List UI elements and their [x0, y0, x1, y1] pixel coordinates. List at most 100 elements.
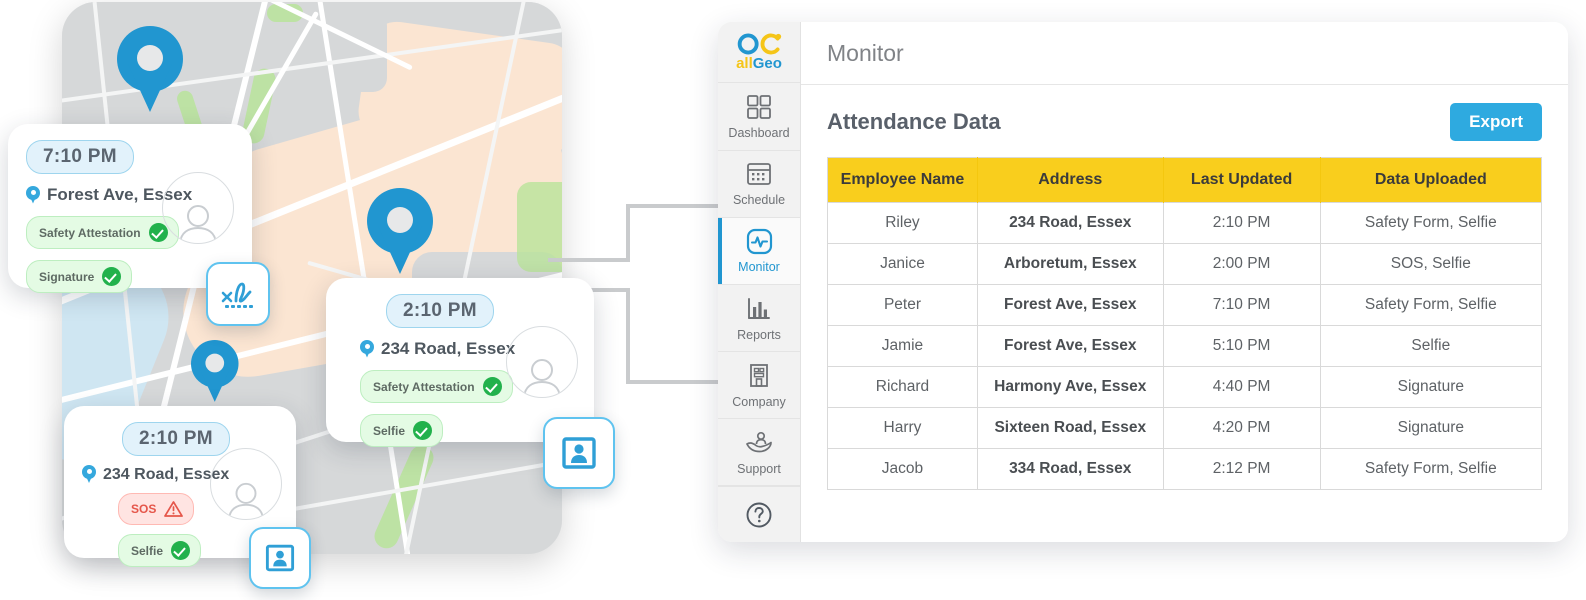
sidebar-item-label: Company — [732, 394, 786, 409]
column-header-last-updated[interactable]: Last Updated — [1163, 157, 1321, 203]
tag-label: Safety Attestation — [39, 225, 141, 240]
table-body: Riley 234 Road, Essex 2:10 PM Safety For… — [827, 202, 1542, 490]
sidebar-item-schedule[interactable]: Schedule — [718, 151, 800, 218]
sidebar-item-label: Dashboard — [728, 125, 790, 140]
cell-employee-name: Peter — [827, 284, 978, 326]
card-time-badge: 2:10 PM — [122, 422, 230, 456]
tag-label: Safety Attestation — [373, 379, 475, 394]
map-pin-1[interactable] — [117, 26, 183, 114]
sidebar-item-monitor[interactable]: Monitor — [718, 217, 800, 285]
sidebar-item-label: Schedule — [732, 193, 786, 208]
building-icon — [745, 362, 773, 390]
sidebar-item-label: Monitor — [738, 260, 780, 275]
cell-data-uploaded: SOS, Selfie — [1320, 243, 1542, 285]
page-title: Monitor — [827, 39, 904, 66]
selfie-badge-right[interactable] — [543, 417, 615, 489]
map-pin-2[interactable] — [367, 188, 433, 276]
card-tag-sos: SOS — [118, 493, 195, 525]
sidebar-item-support[interactable]: Support — [718, 419, 800, 487]
allgeo-logo-icon — [737, 33, 782, 55]
table-row[interactable]: Richard Harmony Ave, Essex 4:40 PM Signa… — [827, 366, 1542, 408]
cell-address: 234 Road, Essex — [977, 202, 1164, 244]
cell-employee-name: Riley — [827, 202, 978, 244]
table-row[interactable]: Harry Sixteen Road, Essex 4:20 PM Signat… — [827, 407, 1542, 449]
column-header-data-uploaded[interactable]: Data Uploaded — [1320, 157, 1542, 203]
card-address-row: Forest Ave, Essex — [26, 185, 234, 205]
cell-employee-name: Jamie — [827, 325, 978, 367]
content-area: Monitor Attendance Data Export Employee … — [801, 22, 1568, 542]
column-header-employee-name[interactable]: Employee Name — [827, 157, 978, 203]
cell-data-uploaded: Signature — [1320, 407, 1542, 449]
card-address-text: 234 Road, Essex — [381, 339, 516, 358]
cell-address: Forest Ave, Essex — [977, 325, 1164, 367]
cell-employee-name: Richard — [827, 366, 978, 408]
cell-data-uploaded: Signature — [1320, 366, 1542, 408]
table-row[interactable]: Peter Forest Ave, Essex 7:10 PM Safety F… — [827, 284, 1542, 326]
check-icon — [102, 267, 122, 286]
section-title: Attendance Data — [827, 109, 1001, 134]
avatar — [506, 326, 578, 398]
table-row[interactable]: Jacob 334 Road, Essex 2:12 PM Safety For… — [827, 448, 1542, 490]
card-time-badge: 7:10 PM — [26, 140, 134, 174]
cell-employee-name: Harry — [827, 407, 978, 449]
avatar — [210, 448, 282, 520]
location-pin-icon — [26, 185, 40, 205]
selfie-badge-bottom[interactable] — [249, 527, 311, 589]
table-header: Employee Name Address Last Updated Data … — [827, 157, 1542, 203]
card-address-text: Forest Ave, Essex — [47, 185, 193, 204]
table-row[interactable]: Riley 234 Road, Essex 2:10 PM Safety For… — [827, 202, 1542, 244]
cell-last-updated: 4:40 PM — [1163, 366, 1321, 408]
cell-data-uploaded: Safety Form, Selfie — [1320, 448, 1542, 490]
location-pin-icon — [360, 339, 374, 359]
signature-badge[interactable] — [206, 262, 270, 326]
card-address-row: 234 Road, Essex — [82, 465, 278, 484]
card-tag-signature: Signature — [26, 260, 133, 293]
calendar-icon — [745, 160, 773, 188]
map-info-card-3[interactable]: 2:10 PM 234 Road, Essex SOS Selfie — [64, 406, 296, 567]
table-header-row: Employee Name Address Last Updated Data … — [827, 157, 1542, 203]
map-info-card-1[interactable]: 7:10 PM Forest Ave, Essex Safety Attesta… — [8, 124, 252, 293]
cell-address: Arboretum, Essex — [977, 243, 1164, 285]
cell-employee-name: Janice — [827, 243, 978, 285]
logo-text-all: all — [736, 55, 753, 73]
card-time-badge: 2:10 PM — [386, 294, 494, 328]
selfie-photo-icon — [562, 437, 596, 469]
selfie-photo-icon — [265, 544, 295, 572]
sidebar-item-company[interactable]: Company — [718, 352, 800, 420]
logo-text-geo: Geo — [752, 55, 782, 73]
tag-label: SOS — [131, 502, 157, 516]
table-row[interactable]: Jamie Forest Ave, Essex 5:10 PM Selfie — [827, 325, 1542, 367]
person-silhouette-icon — [228, 482, 264, 519]
check-icon — [171, 541, 191, 560]
sidebar-item-dashboard[interactable]: Dashboard — [718, 83, 800, 151]
cell-address: 334 Road, Essex — [977, 448, 1164, 490]
connector-line — [626, 288, 630, 384]
cell-address: Sixteen Road, Essex — [977, 407, 1164, 449]
connector-line — [626, 204, 736, 208]
section-header: Attendance Data Export — [827, 103, 1542, 141]
map-info-card-2[interactable]: 2:10 PM 234 Road, Essex Safety Attestati… — [326, 278, 594, 447]
card-address-text: 234 Road, Essex — [103, 465, 230, 483]
cell-address: Harmony Ave, Essex — [977, 366, 1164, 408]
card-tag-selfie: Selfie — [118, 534, 202, 567]
person-silhouette-icon — [179, 205, 217, 243]
grid-squares-icon — [745, 93, 773, 121]
tag-label: Signature — [39, 269, 95, 284]
tag-label: Selfie — [373, 423, 406, 438]
column-header-address[interactable]: Address — [977, 157, 1164, 203]
avatar — [162, 172, 234, 244]
app-logo[interactable]: allGeo — [718, 22, 800, 84]
cell-last-updated: 2:12 PM — [1163, 448, 1321, 490]
sidebar-item-reports[interactable]: Reports — [718, 285, 800, 353]
help-button[interactable] — [718, 487, 800, 542]
card-tag-selfie: Selfie — [360, 414, 444, 447]
allgeo-app-window: allGeo Dashboard — [718, 22, 1568, 542]
check-icon — [482, 377, 502, 396]
connector-line — [626, 204, 630, 262]
cell-last-updated: 2:10 PM — [1163, 202, 1321, 244]
cell-last-updated: 5:10 PM — [1163, 325, 1321, 367]
table-row[interactable]: Janice Arboretum, Essex 2:00 PM SOS, Sel… — [827, 243, 1542, 285]
export-button[interactable]: Export — [1450, 103, 1542, 141]
map-pin-3[interactable] — [191, 340, 239, 403]
check-icon — [413, 421, 433, 440]
